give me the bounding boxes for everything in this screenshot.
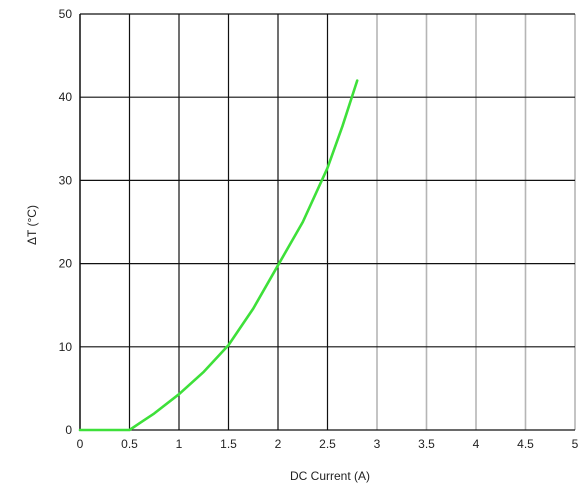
x-axis-ticks: 0 0.5 1 1.5 2 2.5 3 3.5 4 4.5 5 — [77, 437, 579, 451]
y-tick-label: 10 — [59, 340, 73, 354]
x-tick-label: 0.5 — [121, 437, 138, 451]
y-tick-label: 50 — [59, 7, 73, 21]
y-tick-label: 20 — [59, 257, 73, 271]
grid — [79, 13, 576, 431]
x-tick-label: 0 — [77, 437, 84, 451]
x-tick-label: 5 — [572, 437, 579, 451]
x-tick-label: 1.5 — [220, 437, 237, 451]
y-tick-label: 30 — [59, 173, 73, 187]
x-tick-label: 2 — [275, 437, 282, 451]
x-axis-title: DC Current (A) — [290, 469, 370, 483]
y-axis-ticks: 0 10 20 30 40 50 — [59, 7, 73, 437]
x-tick-label: 4.5 — [517, 437, 534, 451]
series-line — [78, 79, 359, 432]
x-tick-label: 1 — [176, 437, 183, 451]
y-axis-title: ΔT (°C) — [25, 205, 39, 245]
x-tick-label: 3 — [374, 437, 381, 451]
y-tick-label: 0 — [65, 423, 72, 437]
series-layer — [78, 79, 359, 432]
x-tick-label: 4 — [473, 437, 480, 451]
x-tick-label: 2.5 — [319, 437, 336, 451]
x-tick-label: 3.5 — [418, 437, 435, 451]
y-tick-label: 40 — [59, 90, 73, 104]
